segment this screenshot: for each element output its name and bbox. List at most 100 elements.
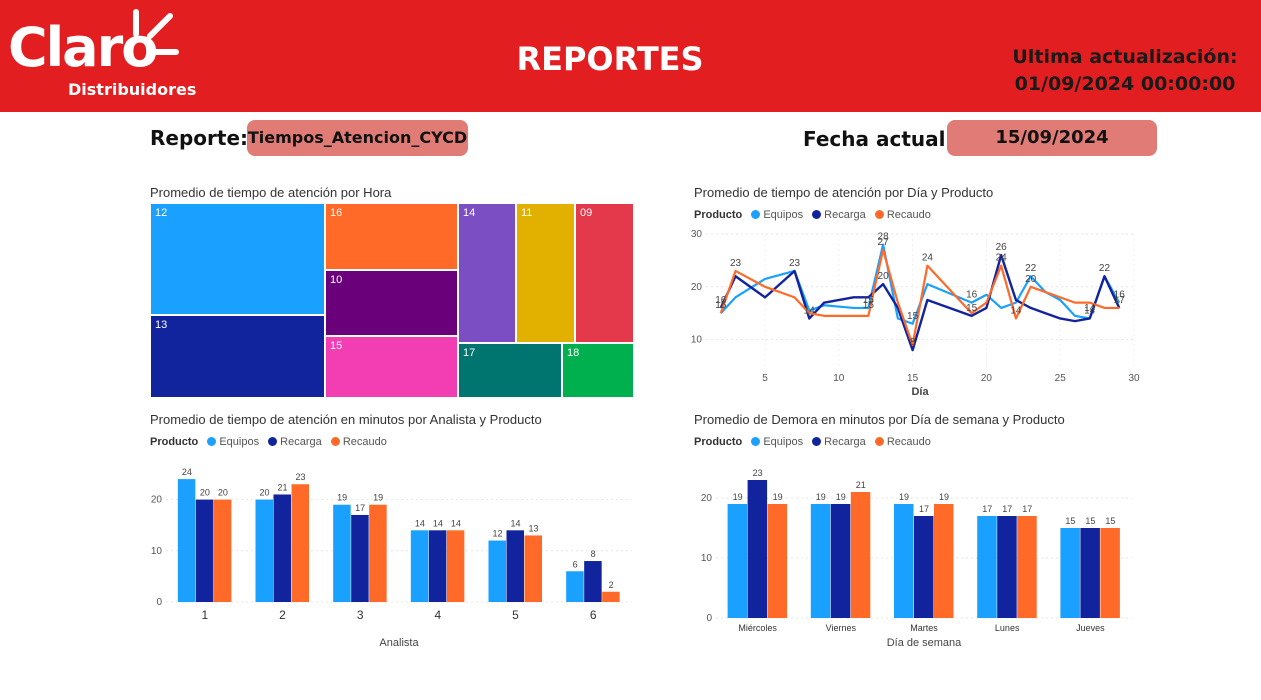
data-label: 15 xyxy=(907,311,919,322)
legend-label: Recarga xyxy=(824,436,866,448)
data-label: 15 xyxy=(966,303,978,314)
bar-equipos[interactable] xyxy=(177,479,196,602)
x-tick-label: 15 xyxy=(907,373,919,384)
data-label: 2 xyxy=(609,580,614,590)
data-label: 14 xyxy=(804,305,816,316)
bar-recarga[interactable] xyxy=(1080,528,1100,618)
bar-recarga[interactable] xyxy=(914,516,934,618)
bar-recarga[interactable] xyxy=(584,561,602,602)
analyst-chart-title: Promedio de tiempo de atención en minuto… xyxy=(150,412,542,427)
bar-recarga[interactable] xyxy=(506,530,525,602)
data-label: 17 xyxy=(919,504,929,514)
legend-item-recarga[interactable]: Recarga xyxy=(812,209,866,221)
legend-label: Equipos xyxy=(763,209,804,221)
legend-label: Recaudo xyxy=(886,209,931,221)
treemap-cell-11[interactable]: 11 xyxy=(516,203,575,343)
legend-item-equipos[interactable]: Equipos xyxy=(207,436,259,448)
legend-item-equipos[interactable]: Equipos xyxy=(751,209,803,221)
data-label: 14 xyxy=(510,518,520,528)
legend-item-recarga[interactable]: Recarga xyxy=(268,436,322,448)
bar-recarga[interactable] xyxy=(195,499,214,602)
bar-recarga[interactable] xyxy=(351,514,369,602)
bar-equipos[interactable] xyxy=(333,504,351,602)
bar-equipos[interactable] xyxy=(488,540,507,602)
data-label: 14 xyxy=(1084,305,1096,316)
header-bar: Claro Distribuidores REPORTES Ultima act… xyxy=(0,0,1261,112)
report-selector[interactable]: Tiempos_Atencion_CYCD xyxy=(247,120,468,156)
bar-equipos[interactable] xyxy=(727,504,748,618)
treemap-title: Promedio de tiempo de atención por Hora xyxy=(150,185,392,200)
report-label: Reporte: xyxy=(150,126,249,150)
bar-recaudo[interactable] xyxy=(213,499,232,602)
x-axis-label: Día de semana xyxy=(887,637,962,649)
legend-title: Producto xyxy=(150,436,199,448)
bar-recarga[interactable] xyxy=(273,494,292,602)
data-label: 23 xyxy=(753,468,763,478)
legend-item-recarga[interactable]: Recarga xyxy=(812,436,866,448)
legend-item-recaudo[interactable]: Recaudo xyxy=(874,209,931,221)
bar-recarga[interactable] xyxy=(747,480,768,618)
bar-recarga[interactable] xyxy=(997,516,1017,618)
legend-label: Recarga xyxy=(824,209,866,221)
bar-equipos[interactable] xyxy=(977,516,997,618)
legend-item-recaudo[interactable]: Recaudo xyxy=(874,436,931,448)
x-axis-label: Analista xyxy=(379,637,419,649)
treemap-cell-13[interactable]: 13 xyxy=(150,315,325,398)
data-label: 19 xyxy=(733,492,743,502)
bar-recaudo[interactable] xyxy=(524,535,543,602)
legend-label: Recarga xyxy=(280,436,322,448)
treemap-cell-17[interactable]: 17 xyxy=(458,343,562,398)
data-label: 6 xyxy=(573,559,578,569)
legend-item-equipos[interactable]: Equipos xyxy=(751,436,803,448)
treemap-cell-10[interactable]: 10 xyxy=(325,270,458,336)
bar-recaudo[interactable] xyxy=(1017,516,1037,618)
y-tick-label: 20 xyxy=(151,495,163,506)
treemap-cell-09[interactable]: 09 xyxy=(575,203,634,343)
data-label: 15 xyxy=(1105,516,1115,526)
legend-label: Recaudo xyxy=(342,436,387,448)
bar-recaudo[interactable] xyxy=(446,530,465,602)
bar-equipos[interactable] xyxy=(566,571,584,602)
treemap-cell-18[interactable]: 18 xyxy=(562,343,634,398)
bar-recarga[interactable] xyxy=(428,530,447,602)
treemap-cell-14[interactable]: 14 xyxy=(458,203,516,343)
bar-recaudo[interactable] xyxy=(369,504,387,602)
bar-recaudo[interactable] xyxy=(291,484,310,602)
data-label: 14 xyxy=(433,518,443,528)
brand-subtitle: Distribuidores xyxy=(68,80,197,99)
bar-recarga[interactable] xyxy=(830,504,851,618)
bar-equipos[interactable] xyxy=(410,530,429,602)
bar-recaudo[interactable] xyxy=(767,504,788,618)
data-label: 17 xyxy=(982,504,992,514)
bar-recaudo[interactable] xyxy=(934,504,954,618)
treemap-label: 11 xyxy=(521,207,533,219)
treemap-cell-16[interactable]: 16 xyxy=(325,203,458,270)
line-chart-legend: Producto Equipos Recarga Recaudo xyxy=(694,209,937,221)
treemap-cell-15[interactable]: 15 xyxy=(325,336,458,398)
series-line-recaudo xyxy=(719,248,1120,346)
date-selector[interactable]: 15/09/2024 xyxy=(947,120,1157,156)
treemap-label: 09 xyxy=(580,207,593,219)
bar-equipos[interactable] xyxy=(1060,528,1080,618)
x-category-label: 4 xyxy=(434,608,441,622)
x-category-label: Miércoles xyxy=(738,623,777,633)
y-tick-label: 0 xyxy=(706,613,712,624)
legend-label: Recaudo xyxy=(886,436,931,448)
data-label: 23 xyxy=(730,258,742,269)
treemap-cell-12[interactable]: 12 xyxy=(150,203,325,315)
bar-equipos[interactable] xyxy=(810,504,831,618)
bar-equipos[interactable] xyxy=(255,499,274,602)
data-label: 16 xyxy=(966,290,978,301)
treemap-label: 17 xyxy=(463,347,476,359)
data-label: 20 xyxy=(200,488,210,498)
treemap-label: 10 xyxy=(330,274,343,286)
bar-equipos[interactable] xyxy=(894,504,914,618)
bar-recaudo[interactable] xyxy=(602,591,620,602)
legend-dot xyxy=(812,210,822,219)
legend-item-recaudo[interactable]: Recaudo xyxy=(330,436,387,448)
bar-recaudo[interactable] xyxy=(850,492,871,618)
legend-dot xyxy=(330,437,340,446)
bar-recaudo[interactable] xyxy=(1100,528,1120,618)
